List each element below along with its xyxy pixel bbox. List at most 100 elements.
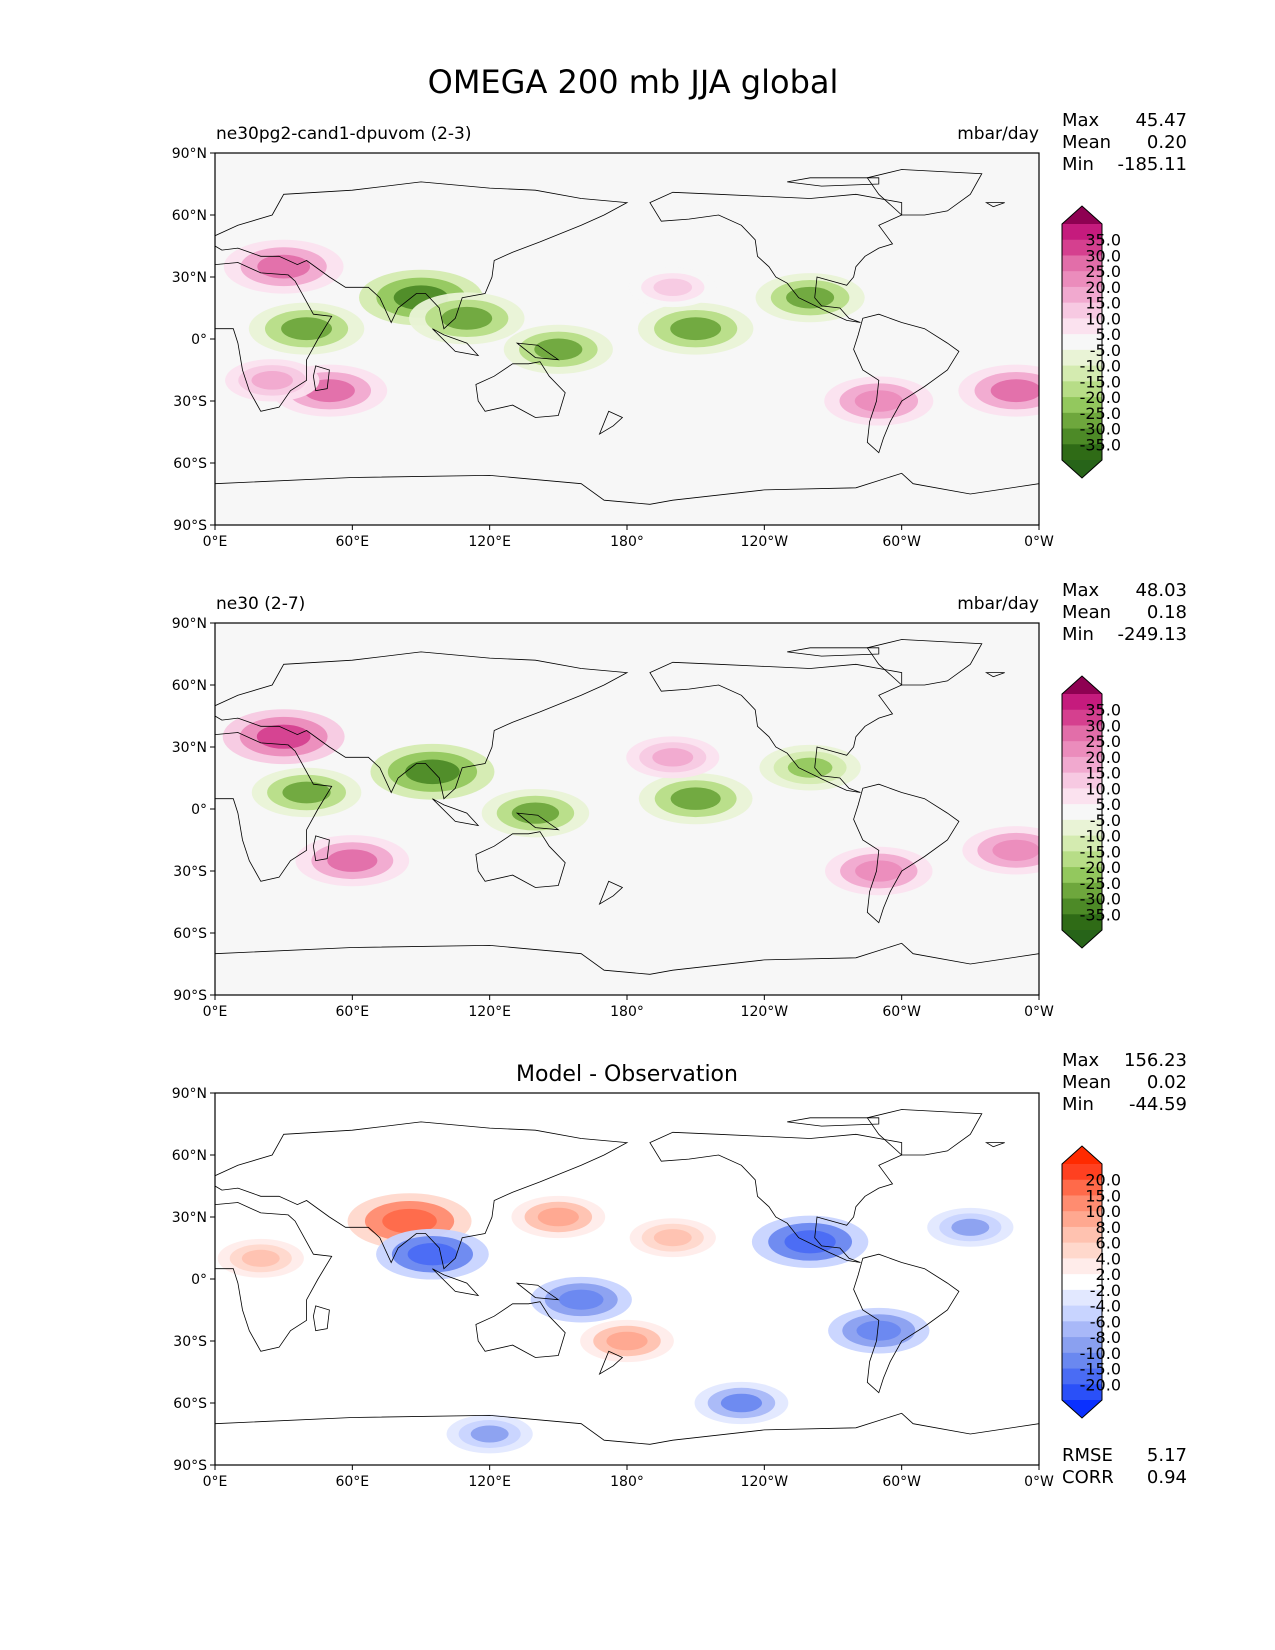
y-tick-label: 30°S <box>173 1334 207 1350</box>
colorbar-label: 6.0 <box>1096 1234 1121 1253</box>
colorbar-bin <box>1062 898 1102 915</box>
field-blob-11-2 <box>281 317 332 341</box>
colorbar-outline <box>1061 205 1103 479</box>
colorbar-label: -15.0 <box>1080 372 1121 391</box>
panel-left-label: ne30 (2-7) <box>216 594 305 614</box>
panel-title: Model - Observation <box>516 1062 738 1087</box>
field-blob-8-2 <box>854 390 903 412</box>
colorbar-label: 5.0 <box>1096 795 1121 814</box>
colorbar-bin <box>1062 1164 1102 1181</box>
colorbar-label: 30.0 <box>1085 246 1121 265</box>
field-blob-10-2 <box>534 338 583 361</box>
coastline-11 <box>984 1142 1005 1148</box>
colorbar-bin <box>1062 819 1102 837</box>
colorbar: 20.015.010.08.06.04.02.0-2.0-4.0-6.0-8.0… <box>1061 1145 1121 1419</box>
coastline-5 <box>515 342 560 361</box>
coastline-6 <box>598 410 624 436</box>
coastline-0 <box>215 1121 629 1270</box>
colorbar-label: 30.0 <box>1085 716 1121 735</box>
colorbar-bin <box>1062 1305 1102 1322</box>
field-blob-0-2 <box>382 1208 437 1234</box>
coastline-3 <box>475 831 566 888</box>
stat-mean-label: Mean <box>1062 602 1111 623</box>
x-tick-label: 60°W <box>882 534 921 550</box>
field-blob-2-2 <box>251 371 293 390</box>
colorbar-label: -4.0 <box>1090 1297 1121 1316</box>
colorbar: 35.030.025.020.015.010.05.0-5.0-10.0-15.… <box>1061 205 1121 479</box>
coastline-9 <box>866 169 983 216</box>
y-tick-label: 90°S <box>173 1458 207 1474</box>
colorbar-label: 25.0 <box>1085 732 1121 751</box>
colorbar-label: -6.0 <box>1090 1312 1121 1331</box>
coastlines <box>215 169 1039 505</box>
colorbar-bin <box>1062 365 1102 382</box>
coastline-6 <box>598 880 624 906</box>
colorbar-label: -35.0 <box>1080 905 1121 924</box>
colorbar-under-arrow <box>1062 930 1102 948</box>
coastline-12 <box>215 942 1039 975</box>
colorbar-over-arrow <box>1062 676 1102 694</box>
coastline-11 <box>984 672 1005 678</box>
colorbar-bin <box>1062 318 1102 335</box>
colorbar-bin <box>1062 1321 1102 1338</box>
y-tick-label: 90°N <box>172 1086 207 1102</box>
y-tick-label: 60°S <box>173 926 207 942</box>
colorbar-label: -20.0 <box>1080 388 1121 407</box>
colorbar-bin <box>1062 788 1102 805</box>
colorbar-bin <box>1062 914 1102 931</box>
colorbar-outline <box>1061 1145 1103 1419</box>
field-blob-2-2 <box>784 1230 836 1254</box>
x-tick-label: 60°W <box>882 1004 921 1020</box>
field-blob-9-2 <box>653 278 693 297</box>
colorbar-bin <box>1062 412 1102 430</box>
colorbar-bin <box>1062 349 1102 367</box>
y-tick-label: 90°S <box>173 988 207 1004</box>
x-tick-label: 120°W <box>741 1474 789 1490</box>
x-tick-label: 0°E <box>203 534 228 550</box>
stats-block: Max 156.23 Mean 0.02 Min -44.59 RMSE 5.17 CORR 0.… <box>1062 1050 1187 1488</box>
colorbar-label: -5.0 <box>1090 341 1121 360</box>
y-tick-label: 30°N <box>172 740 207 756</box>
colorbar-label: 15.0 <box>1085 1186 1121 1205</box>
colorbar-label: 10.0 <box>1085 309 1121 328</box>
field-blob-1-2 <box>327 849 378 872</box>
y-tick-label: 0° <box>191 802 207 818</box>
stat-mean-value: 0.18 <box>1147 602 1187 623</box>
stat-min-label: Min <box>1062 624 1094 645</box>
colorbar-bin <box>1062 804 1102 821</box>
x-tick-label: 120°E <box>468 534 511 550</box>
colorbar-label: -15.0 <box>1080 842 1121 861</box>
stats-block: Max 45.47 Mean 0.20 Min -185.11 <box>1062 110 1187 175</box>
panels: 0°E 60°E 120°E 180° 120°W 60°W 0°W 90°N 60°N 30°N… <box>172 110 1187 1490</box>
colorbar-bin <box>1062 302 1102 319</box>
x-tick-label: 60°W <box>882 1474 921 1490</box>
stat-mean-value: 0.20 <box>1147 132 1187 153</box>
colorbar-label: -35.0 <box>1080 435 1121 454</box>
x-tick-label: 60°E <box>335 1474 369 1490</box>
stat-min-value: -44.59 <box>1129 1094 1187 1115</box>
colorbar-bin <box>1062 1258 1102 1275</box>
coastline-8 <box>853 313 960 454</box>
x-tick-label: 120°E <box>468 1004 511 1020</box>
colorbar-bin <box>1062 694 1102 711</box>
colorbar-label: -10.0 <box>1080 357 1121 376</box>
coastline-8 <box>853 1253 960 1394</box>
colorbar-bin <box>1062 867 1102 884</box>
coastline-4 <box>432 798 480 827</box>
stat-max-value: 156.23 <box>1124 1050 1187 1071</box>
colorbar-under-arrow <box>1062 460 1102 478</box>
x-tick-label: 120°E <box>468 1474 511 1490</box>
stat-max-label: Max <box>1062 580 1100 601</box>
colorbar-bin <box>1062 397 1102 414</box>
colorbar-bin <box>1062 1274 1102 1291</box>
colorbar-label: -10.0 <box>1080 827 1121 846</box>
colorbar-bin <box>1062 444 1102 461</box>
map-panel-1: 0°E 60°E 120°E 180° 120°W 60°W 0°W 90°N 60°N 30°N… <box>172 110 1187 550</box>
colorbar-label: -15.0 <box>1080 1360 1121 1379</box>
panel-units: mbar/day <box>957 594 1039 614</box>
stat-min-value: -185.11 <box>1118 154 1187 175</box>
field-blob-7-2 <box>652 748 694 767</box>
coastline-2 <box>312 1305 330 1332</box>
stat-max-label: Max <box>1062 1050 1100 1071</box>
